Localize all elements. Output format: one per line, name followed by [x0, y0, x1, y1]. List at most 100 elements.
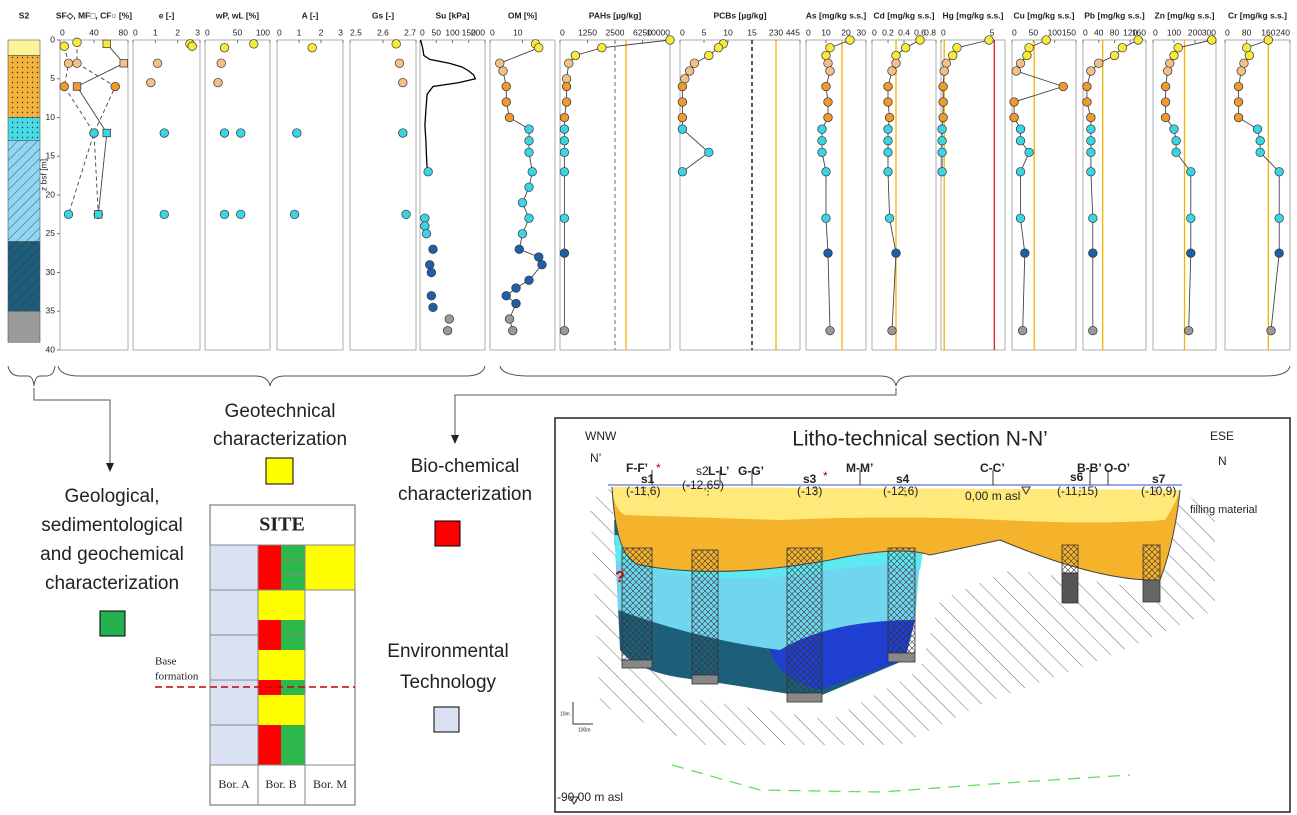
- x-tick-label: 150: [462, 27, 476, 37]
- point: [680, 74, 690, 84]
- point: [1207, 35, 1217, 45]
- x-tick-label: 120: [1123, 27, 1137, 37]
- label: Geological,: [64, 486, 159, 507]
- point: [72, 82, 82, 91]
- point: [508, 325, 518, 336]
- point: [1274, 213, 1284, 223]
- x-tick-label: 5: [990, 27, 995, 37]
- x-tick-label: 50: [1029, 27, 1039, 37]
- point: [504, 112, 515, 123]
- borehole: [786, 692, 823, 703]
- point: [1109, 50, 1120, 61]
- x-tick-label: 2500: [606, 27, 625, 37]
- x-tick-label: 10: [723, 27, 733, 37]
- cross-section: G-G’: [738, 464, 764, 478]
- point: [1255, 136, 1265, 146]
- point: [823, 112, 833, 123]
- point: [216, 58, 226, 68]
- panel-title: e [-]: [159, 10, 175, 20]
- profile-panels: S2 SF◇, MF□, CF○ [%]0 40 800510152025303540…: [7, 10, 1291, 354]
- point: [289, 209, 300, 220]
- point: [1094, 58, 1104, 68]
- arrow: [454, 388, 897, 437]
- point: [937, 136, 947, 146]
- point: [1015, 136, 1026, 146]
- scale-label: 100m: [578, 727, 591, 733]
- cross-section: L-L’: [708, 464, 729, 478]
- point: [597, 43, 607, 53]
- point: [187, 41, 197, 51]
- x-tick-label: 0: [420, 27, 425, 37]
- panel-title: Su [kPa]: [435, 10, 469, 20]
- point: [1086, 167, 1096, 177]
- point: [534, 252, 544, 262]
- point: [704, 50, 714, 61]
- point: [821, 213, 831, 223]
- column-label: Bor. A: [218, 777, 250, 791]
- borehole-name: s3: [803, 472, 817, 486]
- borehole-elev: (-13): [797, 484, 822, 498]
- point: [937, 124, 947, 134]
- x-tick-label: 6250: [633, 27, 652, 37]
- x-tick-label: 200: [1188, 27, 1202, 37]
- x-tick-label: 40: [1094, 27, 1104, 37]
- x-tick-label: 5: [702, 27, 707, 37]
- braces: [7, 365, 1291, 465]
- point: [420, 221, 430, 231]
- point: [59, 81, 69, 92]
- x-tick-label: 160: [1132, 27, 1146, 37]
- profile-line: [1238, 39, 1280, 331]
- point: [1082, 81, 1092, 92]
- table-lines: [210, 544, 355, 805]
- scale-bar: [572, 702, 593, 725]
- x-tick-label: 100: [1167, 27, 1181, 37]
- x-tick-label: 0.8: [924, 27, 936, 37]
- y-axis-label: z bsf [m]: [38, 159, 48, 191]
- point: [501, 97, 511, 107]
- point: [939, 66, 949, 76]
- point: [1242, 43, 1252, 53]
- x-tick-label: 80: [1242, 27, 1252, 37]
- point: [159, 128, 169, 138]
- cell: [304, 544, 356, 591]
- cell: [258, 650, 305, 680]
- panel-title: Zn [mg/kg s.s.]: [1155, 10, 1215, 20]
- point: [817, 124, 827, 134]
- point: [570, 50, 581, 61]
- cross-section: F-F’: [626, 461, 648, 475]
- borehole-elev: (-12,65): [682, 478, 724, 492]
- layer-pattern: [8, 140, 40, 242]
- point: [428, 302, 438, 313]
- brace: [7, 365, 56, 387]
- color-key: [99, 610, 126, 637]
- x-tick-label: 0.2: [882, 27, 894, 37]
- y-tick-label: 10: [46, 112, 56, 122]
- point: [677, 81, 688, 92]
- point: [1274, 248, 1284, 258]
- point: [891, 248, 901, 258]
- point: [1009, 112, 1019, 123]
- orientation: ESE: [1210, 429, 1234, 443]
- x-tick-label: 1: [153, 27, 158, 37]
- point: [219, 209, 230, 220]
- point: [941, 58, 951, 68]
- x-tick-label: 2.7: [404, 27, 416, 37]
- point: [677, 124, 688, 134]
- boreholes: [621, 544, 1161, 703]
- x-tick-label: 240: [1276, 27, 1290, 37]
- point: [1160, 81, 1171, 92]
- point: [559, 147, 570, 158]
- level-mark: [1021, 486, 1031, 496]
- cell: [281, 545, 305, 590]
- point: [501, 291, 511, 301]
- point: [511, 283, 521, 293]
- point: [1171, 147, 1181, 158]
- point: [391, 39, 401, 49]
- layer-pattern: [8, 55, 40, 118]
- point: [110, 81, 120, 92]
- x-tick-label: 0: [1225, 27, 1230, 37]
- x-tick-label: 0: [872, 27, 877, 37]
- x-tick-label: 80: [1110, 27, 1120, 37]
- x-tick-label: 160: [1261, 27, 1275, 37]
- point: [1015, 167, 1026, 177]
